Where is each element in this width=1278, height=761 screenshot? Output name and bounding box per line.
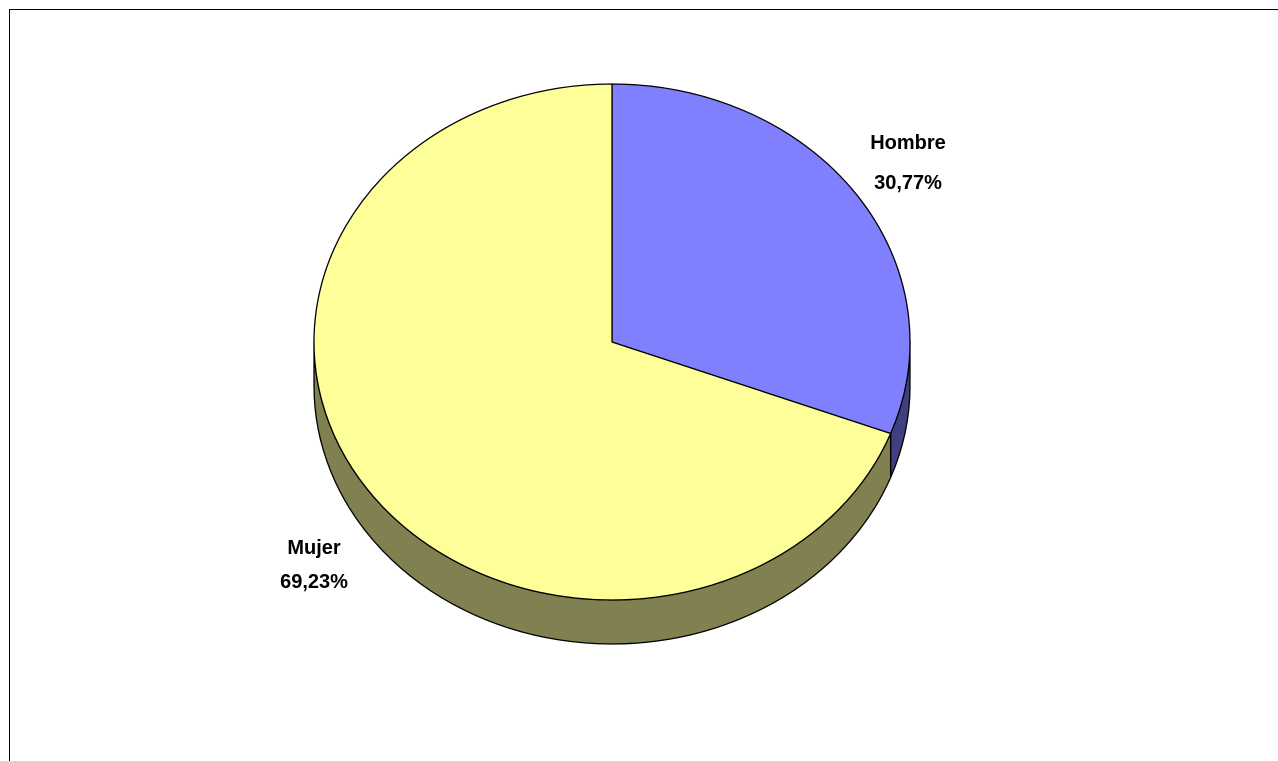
pie-top-group bbox=[313, 83, 911, 601]
pie-labels-group: Hombre 30,77% Mujer 69,23% bbox=[280, 132, 946, 593]
pie-slice-hombre bbox=[611, 83, 911, 435]
slice-label-value-hombre: 30,77% bbox=[874, 172, 942, 194]
slice-label-name-hombre: Hombre bbox=[870, 132, 946, 154]
slice-label-name-mujer: Mujer bbox=[287, 537, 341, 559]
slice-label-value-mujer: 69,23% bbox=[280, 571, 348, 593]
pie-slice-mujer bbox=[313, 83, 892, 601]
